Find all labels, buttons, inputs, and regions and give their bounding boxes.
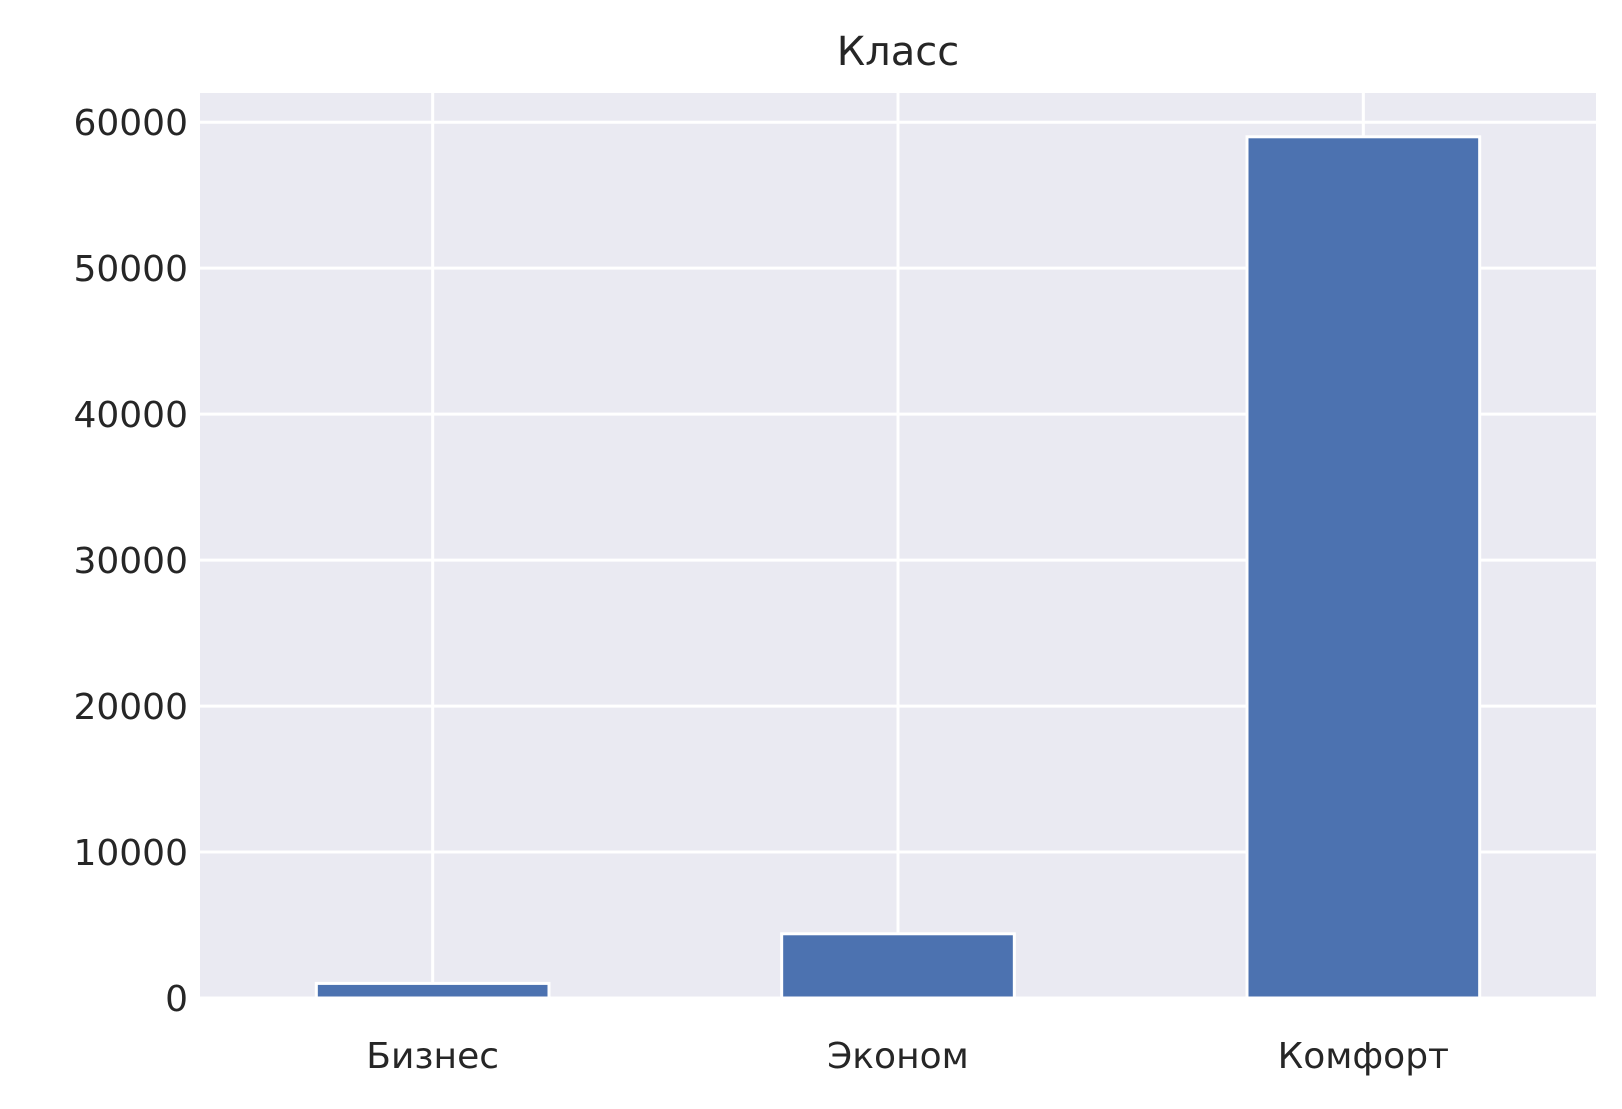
bar-3 [1245, 135, 1482, 1000]
bars [314, 135, 1482, 1000]
bar-1 [314, 981, 551, 1000]
y-tick-label: 60000 [73, 103, 188, 144]
y-tick-label: 50000 [73, 249, 188, 290]
y-tick-label: 30000 [73, 541, 188, 582]
y-axis-tick-labels: 0 10000 20000 30000 40000 50000 60000 [73, 103, 188, 1020]
x-tick-label: Комфорт [1278, 1036, 1449, 1077]
bar-2 [780, 932, 1016, 1000]
x-tick-label: Эконом [827, 1036, 969, 1077]
chart-title: Класс [837, 29, 959, 75]
x-axis-tick-labels: Бизнес Эконом Комфорт [366, 1036, 1449, 1077]
y-tick-label: 20000 [73, 687, 188, 728]
y-tick-label: 40000 [73, 395, 188, 436]
y-tick-label: 10000 [73, 833, 188, 874]
x-tick-label: Бизнес [366, 1036, 499, 1077]
y-tick-label: 0 [165, 979, 188, 1020]
